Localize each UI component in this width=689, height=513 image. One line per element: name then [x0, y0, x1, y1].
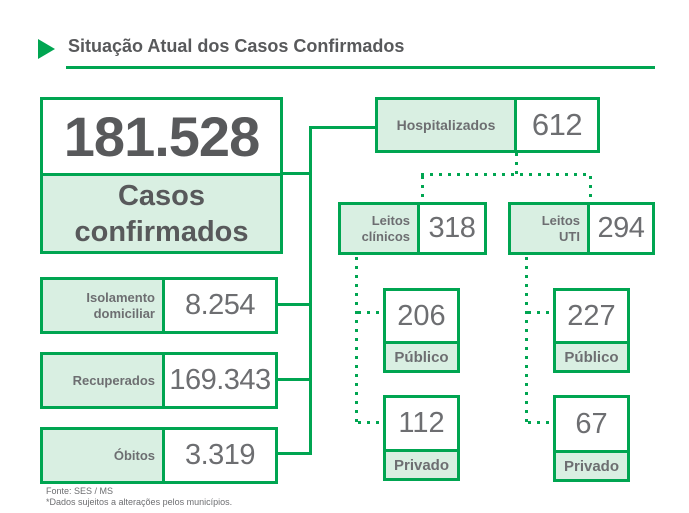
dotted-branch-horizontal — [421, 173, 592, 176]
clinicos-privado-value: 112 — [398, 407, 445, 439]
title-underline — [66, 66, 655, 69]
dotted-stub-leitos-uti — [589, 176, 592, 202]
uti-publico-label: Público — [556, 341, 627, 370]
clinicos-publico-value: 206 — [397, 299, 446, 332]
isolamento-label: Isolamento domiciliar — [43, 280, 165, 331]
recuperados-label: Recuperados — [43, 355, 165, 406]
footer-note: *Dados sujeitos a alterações pelos munic… — [46, 497, 233, 507]
dotted-trunk-clinicos — [355, 257, 358, 424]
uti-privado-value: 67 — [575, 407, 608, 440]
confirmed-cases-label: Casos confirmados — [43, 173, 280, 251]
uti-privado-box: 67 Privado — [553, 395, 630, 482]
connector-from-confirmed — [280, 172, 309, 175]
connector-trunk-line — [309, 126, 312, 455]
obitos-value: 3.319 — [184, 439, 256, 471]
page-title: Situação Atual dos Casos Confirmados — [68, 36, 405, 56]
dotted-stub-hospitalizados — [515, 153, 518, 174]
title-arrow-icon — [38, 39, 55, 59]
clinicos-publico-label: Público — [386, 341, 457, 370]
obitos-label: Óbitos — [43, 430, 165, 481]
recuperados-value: 169.343 — [169, 364, 271, 396]
uti-publico-value: 227 — [567, 299, 616, 332]
uti-publico-box: 227 Público — [553, 288, 630, 373]
connector-to-obitos — [275, 452, 309, 455]
leitos-clinicos-label: Leitos clínicos — [341, 205, 420, 252]
clinicos-publico-box: 206 Público — [383, 288, 460, 373]
dotted-branch-206 — [358, 311, 383, 314]
footer-notes: Fonte: SES / MS *Dados sujeitos a altera… — [46, 486, 232, 508]
hospitalizados-value: 612 — [531, 107, 583, 142]
isolamento-value: 8.254 — [184, 289, 256, 321]
dotted-trunk-uti — [525, 257, 528, 424]
leitos-uti-label: Leitos UTI — [511, 205, 590, 252]
dotted-stub-leitos-clinicos — [421, 176, 424, 202]
connector-to-hospitalizados — [311, 126, 375, 129]
hospitalizados-label: Hospitalizados — [378, 100, 517, 150]
isolamento-domiciliar-box: Isolamento domiciliar 8.254 — [40, 277, 278, 334]
obitos-box: Óbitos 3.319 — [40, 427, 278, 484]
recuperados-box: Recuperados 169.343 — [40, 352, 278, 409]
leitos-uti-value: 294 — [597, 212, 645, 244]
leitos-clinicos-box: Leitos clínicos 318 — [338, 202, 487, 255]
clinicos-privado-label: Privado — [386, 449, 457, 478]
hospitalizados-box: Hospitalizados 612 — [375, 97, 600, 153]
uti-privado-label: Privado — [556, 450, 627, 479]
confirmed-cases-value: 181.528 — [63, 105, 260, 168]
connector-to-recuperados — [275, 378, 309, 381]
dotted-branch-112 — [358, 421, 383, 424]
leitos-uti-box: Leitos UTI 294 — [508, 202, 655, 255]
confirmed-cases-box: 181.528 Casos confirmados — [40, 97, 283, 254]
leitos-clinicos-value: 318 — [428, 212, 476, 244]
dotted-branch-227 — [528, 311, 553, 314]
clinicos-privado-box: 112 Privado — [383, 395, 460, 481]
connector-to-isolamento — [275, 303, 309, 306]
footer-source: Fonte: SES / MS — [46, 486, 114, 496]
dotted-branch-67 — [528, 421, 553, 424]
